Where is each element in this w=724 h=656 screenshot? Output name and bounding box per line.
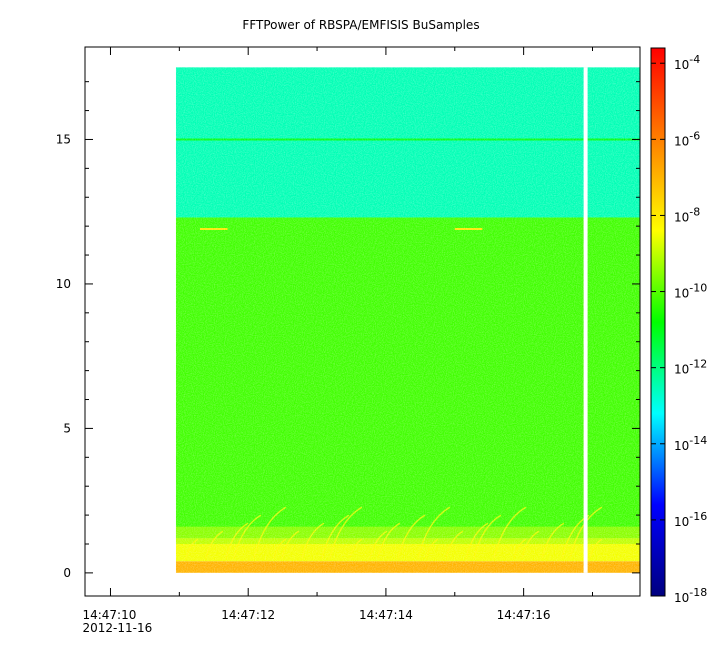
chart-title: FFTPower of RBSPA/EMFISIS BuSamples (242, 18, 479, 32)
x-tick-label: 14:47:14 (359, 608, 413, 622)
y-axis: 0 5 10 15 (56, 81, 640, 580)
colorbar-tick-label: 10-6 (674, 129, 700, 148)
colorbar-tick-label: 10-14 (674, 434, 707, 453)
y-tick-label: 5 (63, 421, 71, 435)
x-tick-label: 14:47:10 (82, 608, 136, 622)
noise-texture (175, 67, 640, 573)
y-tick-label: 15 (56, 132, 71, 146)
colorbar-ticks: 10-4 10-6 10-8 10-10 10-12 10-14 10-16 10-18 (651, 53, 707, 605)
x-tick-sublabel: 2012-11-16 (82, 621, 152, 635)
y-tick-label: 10 (56, 277, 71, 291)
colorbar-tick-label: 10-8 (674, 205, 700, 224)
colorbar-tick-label: 10-18 (674, 586, 707, 605)
colorbar-tick-label: 10-12 (674, 358, 707, 377)
x-tick-label: 14:47:12 (221, 608, 275, 622)
x-tick-label: 14:47:16 (497, 608, 551, 622)
colorbar-tick-label: 10-4 (674, 53, 700, 72)
colorbar-tick-label: 10-16 (674, 510, 707, 529)
y-tick-label: 0 (63, 566, 71, 580)
plot-frame (84, 46, 641, 597)
plot-area (175, 67, 640, 573)
data-gap (583, 67, 588, 573)
colorbar (650, 47, 666, 597)
colorbar-tick-label: 10-10 (674, 282, 707, 301)
